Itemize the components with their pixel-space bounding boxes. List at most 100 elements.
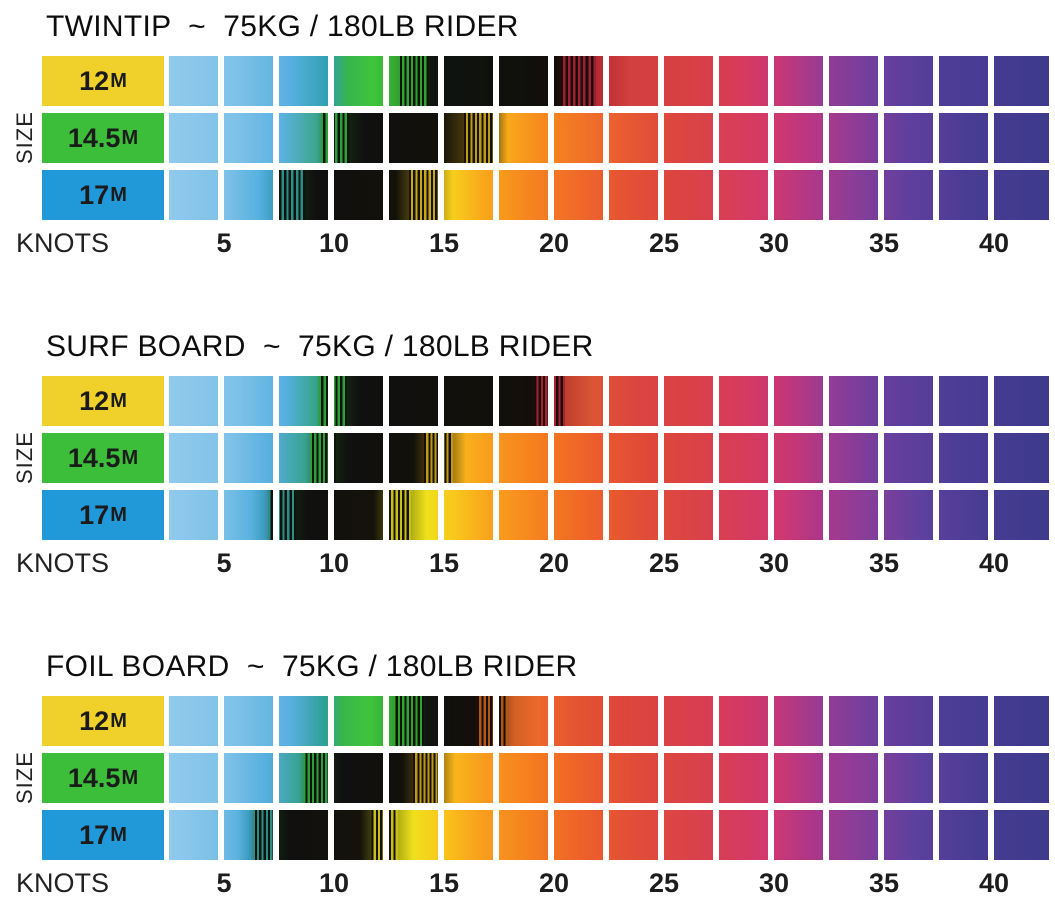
knots-tick: 25 <box>648 868 680 898</box>
kite-size-row: 17 M <box>42 490 1055 540</box>
size-label-17m: 17 M <box>42 170 164 220</box>
knots-axis: KNOTS 5 10 15 20 25 30 35 40 <box>8 228 1055 266</box>
knots-axis-label: KNOTS <box>16 228 110 258</box>
kite-size-row: 14.5 M <box>42 433 1055 483</box>
chart-title: TWINTIP ~ 75KG / 180LB RIDER <box>46 10 519 43</box>
knots-ticks: 5 10 15 20 25 30 35 40 <box>169 228 1049 266</box>
knots-tick: 40 <box>978 548 1010 578</box>
knots-tick: 5 <box>216 868 232 898</box>
knots-tick: 30 <box>758 228 790 258</box>
size-label-17m: 17 M <box>42 490 164 540</box>
size-label-12m: 12 M <box>42 56 164 106</box>
size-label-14-5m: 14.5 M <box>42 433 164 483</box>
size-label-12m: 12 M <box>42 376 164 426</box>
knots-tick: 30 <box>758 868 790 898</box>
knots-tick: 15 <box>428 548 460 578</box>
wind-range-bar-17m <box>169 490 1049 540</box>
size-value: 14.5 <box>67 122 121 153</box>
size-unit: M <box>110 183 127 206</box>
wind-range-bar-12m <box>169 376 1049 426</box>
wind-range-bar-12m <box>169 56 1049 106</box>
knots-axis: KNOTS 5 10 15 20 25 30 35 40 <box>8 868 1055 906</box>
size-unit: M <box>121 126 139 149</box>
kite-size-row: 14.5 M <box>42 113 1055 163</box>
knots-tick: 5 <box>216 548 232 578</box>
wind-range-bar-14-5m <box>169 753 1049 803</box>
wind-range-bar-17m <box>169 810 1049 860</box>
cell-gaps-overlay <box>169 113 1042 163</box>
cell-gaps-overlay <box>169 376 1042 426</box>
wind-range-bar-14-5m <box>169 433 1049 483</box>
knots-tick: 35 <box>868 868 900 898</box>
cell-gaps-overlay <box>169 753 1042 803</box>
chart-rows: 12 M 14.5 M 17 M <box>42 696 1055 860</box>
size-unit: M <box>121 446 139 469</box>
chart-foil-board: FOIL BOARD ~ 75KG / 180LB RIDER SIZE 12 M… <box>8 650 1055 906</box>
knots-tick: 20 <box>538 228 570 258</box>
cell-gaps-overlay <box>169 490 1042 540</box>
knots-tick: 35 <box>868 228 900 258</box>
knots-tick: 30 <box>758 548 790 578</box>
size-axis-label: SIZE <box>12 431 37 485</box>
size-axis-label: SIZE <box>12 751 37 805</box>
knots-tick: 5 <box>216 228 232 258</box>
chart-title: SURF BOARD ~ 75KG / 180LB RIDER <box>46 330 594 363</box>
size-label-14-5m: 14.5 M <box>42 753 164 803</box>
size-unit: M <box>110 823 127 846</box>
knots-tick: 10 <box>318 868 350 898</box>
knots-tick: 15 <box>428 868 460 898</box>
kite-size-row: 17 M <box>42 810 1055 860</box>
size-value: 12 <box>79 385 110 416</box>
knots-tick: 20 <box>538 548 570 578</box>
size-unit: M <box>110 709 127 732</box>
size-unit: M <box>110 389 127 412</box>
knots-axis-label: KNOTS <box>16 548 110 578</box>
chart-surf-board: SURF BOARD ~ 75KG / 180LB RIDER SIZE 12 M… <box>8 330 1055 586</box>
size-label-12m: 12 M <box>42 696 164 746</box>
kite-size-row: 17 M <box>42 170 1055 220</box>
size-value: 14.5 <box>67 442 121 473</box>
kite-size-row: 12 M <box>42 56 1055 106</box>
knots-tick: 20 <box>538 868 570 898</box>
knots-ticks: 5 10 15 20 25 30 35 40 <box>169 868 1049 906</box>
size-value: 17 <box>79 819 110 850</box>
size-value: 12 <box>79 65 110 96</box>
knots-axis-label: KNOTS <box>16 868 110 898</box>
cell-gaps-overlay <box>169 696 1042 746</box>
cell-gaps-overlay <box>169 56 1042 106</box>
size-label-17m: 17 M <box>42 810 164 860</box>
chart-twintip: TWINTIP ~ 75KG / 180LB RIDER SIZE 12 M 14… <box>8 10 1055 266</box>
knots-tick: 40 <box>978 228 1010 258</box>
knots-axis: KNOTS 5 10 15 20 25 30 35 40 <box>8 548 1055 586</box>
size-unit: M <box>110 69 127 92</box>
knots-tick: 15 <box>428 228 460 258</box>
size-label-14-5m: 14.5 M <box>42 113 164 163</box>
kite-size-row: 14.5 M <box>42 753 1055 803</box>
size-value: 17 <box>79 179 110 210</box>
size-value: 17 <box>79 499 110 530</box>
cell-gaps-overlay <box>169 810 1042 860</box>
wind-range-bar-14-5m <box>169 113 1049 163</box>
knots-tick: 10 <box>318 228 350 258</box>
cell-gaps-overlay <box>169 433 1042 483</box>
wind-range-bar-17m <box>169 170 1049 220</box>
chart-rows: 12 M 14.5 M 17 M <box>42 56 1055 220</box>
knots-ticks: 5 10 15 20 25 30 35 40 <box>169 548 1049 586</box>
kite-size-row: 12 M <box>42 696 1055 746</box>
cell-gaps-overlay <box>169 170 1042 220</box>
knots-tick: 10 <box>318 548 350 578</box>
knots-tick: 25 <box>648 548 680 578</box>
size-unit: M <box>110 503 127 526</box>
wind-range-bar-12m <box>169 696 1049 746</box>
size-value: 12 <box>79 705 110 736</box>
kite-size-row: 12 M <box>42 376 1055 426</box>
size-axis-label: SIZE <box>12 111 37 165</box>
knots-tick: 40 <box>978 868 1010 898</box>
chart-title: FOIL BOARD ~ 75KG / 180LB RIDER <box>46 650 578 683</box>
size-value: 14.5 <box>67 762 121 793</box>
chart-rows: 12 M 14.5 M 17 M <box>42 376 1055 540</box>
knots-tick: 35 <box>868 548 900 578</box>
size-unit: M <box>121 766 139 789</box>
knots-tick: 25 <box>648 228 680 258</box>
